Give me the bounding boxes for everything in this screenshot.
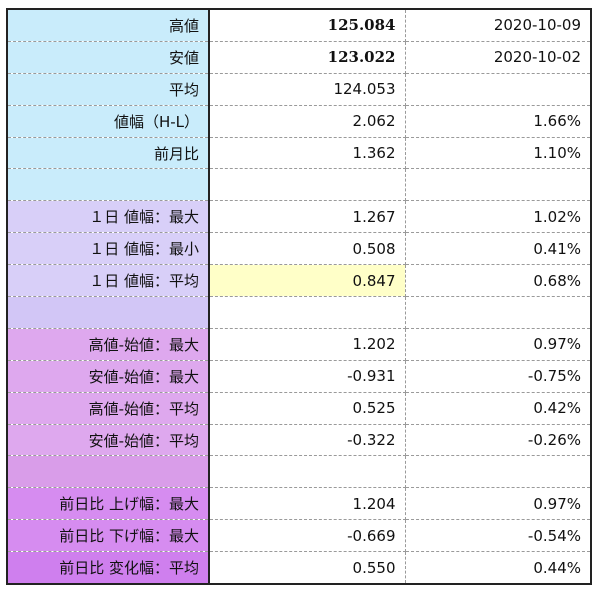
row-label (6, 296, 210, 329)
table-row-high-open-avg: 高値-始値：平均 0.525 0.42% (6, 391, 592, 425)
row-pct (404, 168, 592, 202)
row-pct: 1.02% (404, 200, 592, 234)
row-pct (404, 455, 592, 489)
table-row-daily-range-avg: １日 値幅：平均 0.847 0.68% (6, 264, 592, 298)
row-label: １日 値幅：平均 (6, 264, 210, 298)
range-pct: 1.66% (404, 104, 592, 138)
row-label: 高値 (6, 8, 210, 42)
table-row-spacer (6, 168, 592, 202)
row-value: 1.204 (208, 487, 406, 521)
row-value: 0.525 (208, 391, 406, 425)
row-label: １日 値幅：最大 (6, 200, 210, 234)
highlighted-cell: 0.847 (208, 264, 406, 298)
row-label: 前日比 変化幅：平均 (6, 551, 210, 585)
table-row-month-change: 前月比 1.362 1.10% (6, 136, 592, 170)
table-row-spacer (6, 296, 592, 329)
table-row-low-open-avg: 安値-始値：平均 -0.322 -0.26% (6, 423, 592, 457)
table-row-daychange-avg: 前日比 変化幅：平均 0.550 0.44% (6, 551, 592, 585)
row-value: 1.267 (208, 200, 406, 234)
row-label: 安値-始値：最大 (6, 359, 210, 393)
monthly-stats-table: 高値 125.084 2020-10-09 安値 123.022 2020-10… (6, 8, 592, 586)
row-label: １日 値幅：最小 (6, 232, 210, 266)
row-label: 前日比 上げ幅：最大 (6, 487, 210, 521)
row-label (6, 168, 210, 202)
table-row-daily-range-min: １日 値幅：最小 0.508 0.41% (6, 232, 592, 266)
row-label: 値幅（H-L） (6, 104, 210, 138)
stats-panel: 高値 125.084 2020-10-09 安値 123.022 2020-10… (6, 8, 592, 586)
table-row-daychange-up-max: 前日比 上げ幅：最大 1.204 0.97% (6, 487, 592, 521)
row-value: 0.550 (208, 551, 406, 585)
row-label: 高値-始値：最大 (6, 327, 210, 361)
row-pct: -0.75% (404, 359, 592, 393)
row-value: 1.202 (208, 327, 406, 361)
table-row-high-open-max: 高値-始値：最大 1.202 0.97% (6, 327, 592, 361)
row-label: 前月比 (6, 136, 210, 170)
row-value (208, 296, 406, 329)
row-label: 安値 (6, 40, 210, 74)
row-value (208, 455, 406, 489)
table-row-high: 高値 125.084 2020-10-09 (6, 8, 592, 42)
average-pct (404, 72, 592, 106)
row-value: 0.508 (208, 232, 406, 266)
month-change-pct: 1.10% (404, 136, 592, 170)
row-pct: -0.54% (404, 519, 592, 553)
table-row-low-open-max: 安値-始値：最大 -0.931 -0.75% (6, 359, 592, 393)
high-date: 2020-10-09 (404, 8, 592, 42)
table-row-average: 平均 124.053 (6, 72, 592, 106)
row-pct: 0.42% (404, 391, 592, 425)
row-label: 安値-始値：平均 (6, 423, 210, 457)
row-label: 平均 (6, 72, 210, 106)
table-row-spacer (6, 455, 592, 489)
row-value: -0.669 (208, 519, 406, 553)
table-row-daychange-down-max: 前日比 下げ幅：最大 -0.669 -0.54% (6, 519, 592, 553)
range-value: 2.062 (208, 104, 406, 138)
row-pct: -0.26% (404, 423, 592, 457)
row-label: 前日比 下げ幅：最大 (6, 519, 210, 553)
row-value: -0.322 (208, 423, 406, 457)
row-pct (404, 296, 592, 329)
row-pct: 0.68% (404, 264, 592, 298)
row-label: 高値-始値：平均 (6, 391, 210, 425)
row-value: -0.931 (208, 359, 406, 393)
month-change-value: 1.362 (208, 136, 406, 170)
row-pct: 0.44% (404, 551, 592, 585)
high-value: 125.084 (208, 8, 406, 42)
row-pct: 0.97% (404, 487, 592, 521)
row-value (208, 168, 406, 202)
average-value: 124.053 (208, 72, 406, 106)
low-date: 2020-10-02 (404, 40, 592, 74)
table-row-range: 値幅（H-L） 2.062 1.66% (6, 104, 592, 138)
table-row-low: 安値 123.022 2020-10-02 (6, 40, 592, 74)
row-pct: 0.41% (404, 232, 592, 266)
table-row-daily-range-max: １日 値幅：最大 1.267 1.02% (6, 200, 592, 234)
low-value: 123.022 (208, 40, 406, 74)
row-pct: 0.97% (404, 327, 592, 361)
row-label (6, 455, 210, 489)
